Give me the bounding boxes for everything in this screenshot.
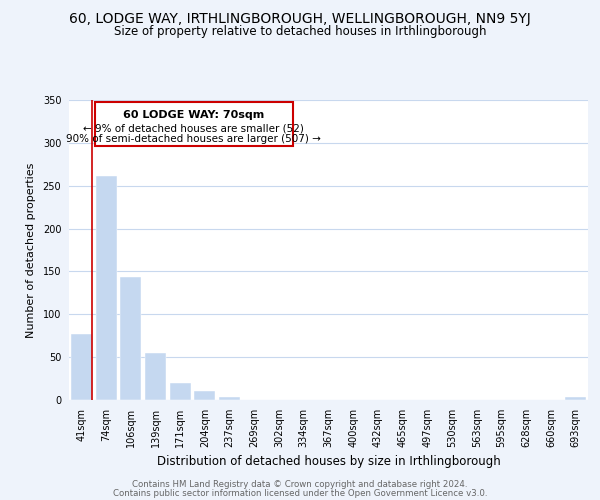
- Bar: [71, 334, 92, 400]
- Text: Contains public sector information licensed under the Open Government Licence v3: Contains public sector information licen…: [113, 488, 487, 498]
- Text: ← 9% of detached houses are smaller (52): ← 9% of detached houses are smaller (52): [83, 123, 304, 133]
- Text: Size of property relative to detached houses in Irthlingborough: Size of property relative to detached ho…: [114, 25, 486, 38]
- Bar: [95, 176, 116, 400]
- Text: 60 LODGE WAY: 70sqm: 60 LODGE WAY: 70sqm: [123, 110, 265, 120]
- Bar: [194, 390, 215, 400]
- Bar: [565, 398, 586, 400]
- Bar: [120, 276, 141, 400]
- Bar: [170, 383, 191, 400]
- Text: 60, LODGE WAY, IRTHLINGBOROUGH, WELLINGBOROUGH, NN9 5YJ: 60, LODGE WAY, IRTHLINGBOROUGH, WELLINGB…: [69, 12, 531, 26]
- Bar: [219, 396, 240, 400]
- Text: Contains HM Land Registry data © Crown copyright and database right 2024.: Contains HM Land Registry data © Crown c…: [132, 480, 468, 489]
- Text: 90% of semi-detached houses are larger (507) →: 90% of semi-detached houses are larger (…: [67, 134, 321, 144]
- FancyBboxPatch shape: [95, 102, 293, 146]
- X-axis label: Distribution of detached houses by size in Irthlingborough: Distribution of detached houses by size …: [157, 456, 500, 468]
- Bar: [145, 353, 166, 400]
- Y-axis label: Number of detached properties: Number of detached properties: [26, 162, 36, 338]
